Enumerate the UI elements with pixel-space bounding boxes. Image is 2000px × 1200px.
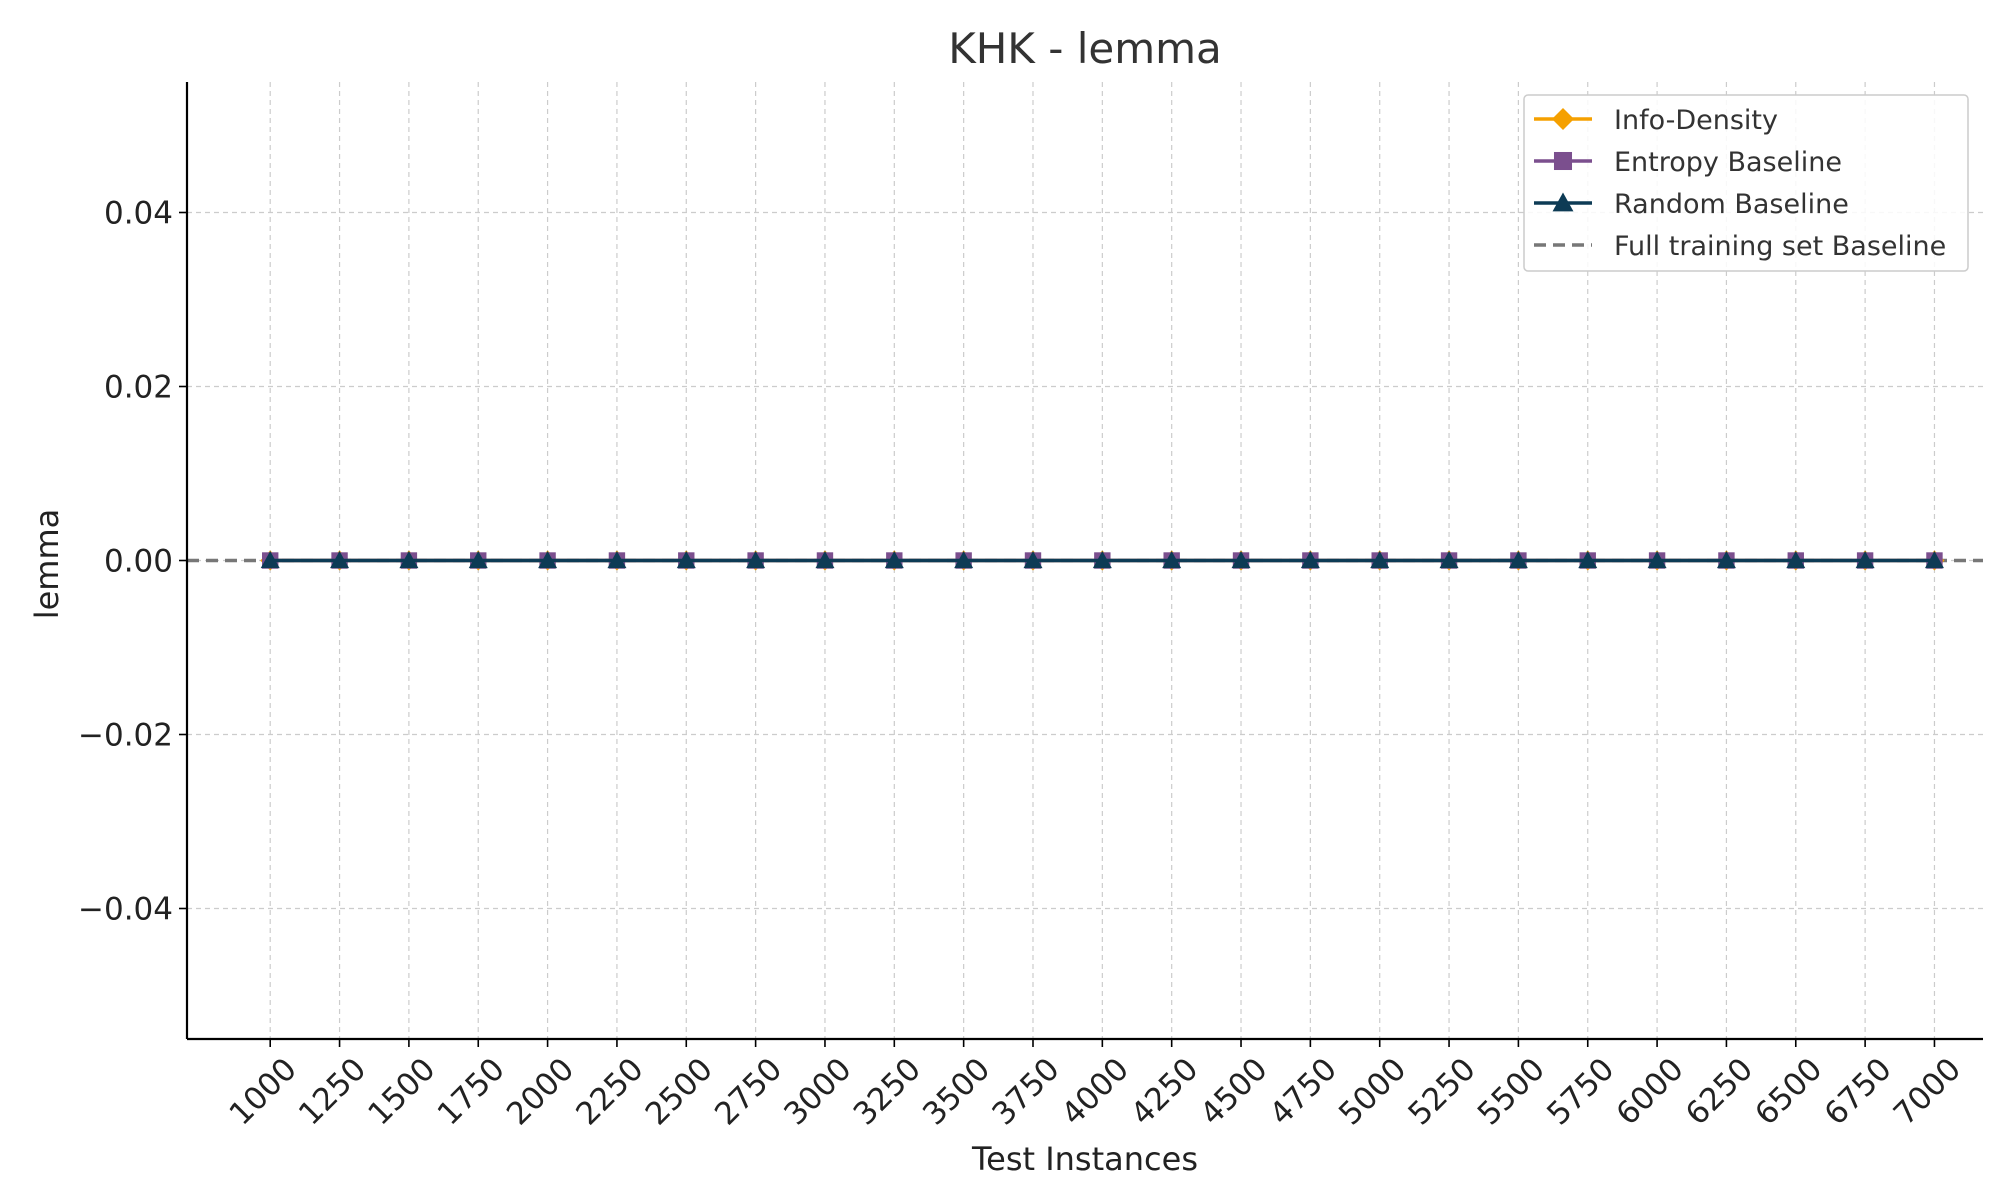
random-baseline-point bbox=[1162, 551, 1182, 569]
x-tick-label: 2500 bbox=[639, 1051, 720, 1132]
x-tick-label: 4500 bbox=[1193, 1051, 1274, 1132]
x-ticks: 1000125015001750200022502500275030003250… bbox=[223, 1039, 1968, 1132]
random-baseline-point bbox=[260, 551, 280, 569]
x-tick-label: 3250 bbox=[847, 1051, 928, 1132]
random-baseline-point bbox=[884, 551, 904, 569]
legend-marker bbox=[1552, 192, 1574, 212]
random-baseline-point bbox=[1370, 551, 1390, 569]
legend-item-info-density: Info-Density bbox=[1534, 105, 1778, 136]
chart-title: KHK - lemma bbox=[948, 24, 1222, 73]
legend-label: Info-Density bbox=[1614, 105, 1778, 136]
series-layer bbox=[260, 550, 1945, 571]
x-tick-label: 6250 bbox=[1679, 1051, 1760, 1132]
y-tick-label: 0.02 bbox=[104, 370, 173, 406]
x-tick-label: 7000 bbox=[1887, 1051, 1968, 1132]
x-tick-label: 4750 bbox=[1263, 1051, 1344, 1132]
y-axis-label: lemma bbox=[28, 509, 66, 620]
x-tick-label: 2750 bbox=[708, 1051, 789, 1132]
legend-marker bbox=[1553, 151, 1573, 171]
x-tick-label: 2000 bbox=[500, 1051, 581, 1132]
x-tick-label: 1250 bbox=[292, 1051, 373, 1132]
random-baseline-point bbox=[1716, 551, 1736, 569]
x-tick-label: 1500 bbox=[361, 1051, 442, 1132]
random-baseline-point bbox=[1924, 551, 1944, 569]
random-baseline-point bbox=[330, 551, 350, 569]
x-tick-label: 3500 bbox=[916, 1051, 997, 1132]
legend-label: Entropy Baseline bbox=[1614, 147, 1842, 178]
x-tick-label: 4250 bbox=[1124, 1051, 1205, 1132]
random-baseline-point bbox=[1300, 551, 1320, 569]
y-ticks: −0.04 −0.02 0.00 0.02 0.04 bbox=[78, 196, 187, 928]
random-baseline-point bbox=[1439, 551, 1459, 569]
random-baseline-point bbox=[1231, 551, 1251, 569]
legend: Info-Density Entropy Baseline Random Basel… bbox=[1523, 94, 1969, 272]
x-tick-label: 6750 bbox=[1818, 1051, 1899, 1132]
x-tick-label: 5250 bbox=[1401, 1051, 1482, 1132]
legend-item-full-training-set-baseline: Full training set Baseline bbox=[1534, 231, 1946, 262]
x-tick-label: 6000 bbox=[1609, 1051, 1690, 1132]
random-baseline-point bbox=[538, 551, 558, 569]
random-baseline-point bbox=[676, 551, 696, 569]
random-baseline-point bbox=[954, 551, 974, 569]
random-baseline-point bbox=[1578, 551, 1598, 569]
random-baseline-point bbox=[1092, 551, 1112, 569]
random-baseline-point bbox=[1647, 551, 1667, 569]
x-tick-label: 3000 bbox=[777, 1051, 858, 1132]
legend-item-entropy-baseline: Entropy Baseline bbox=[1534, 147, 1842, 178]
random-baseline-point bbox=[1786, 551, 1806, 569]
legend-item-random-baseline: Random Baseline bbox=[1534, 189, 1849, 220]
legend-label: Random Baseline bbox=[1614, 189, 1849, 220]
x-tick-label: 3750 bbox=[985, 1051, 1066, 1132]
y-tick-label: 0.00 bbox=[104, 544, 173, 580]
legend-label: Full training set Baseline bbox=[1614, 231, 1946, 262]
series-random-baseline bbox=[260, 551, 1944, 569]
x-tick-label: 1000 bbox=[223, 1051, 304, 1132]
x-tick-label: 4000 bbox=[1055, 1051, 1136, 1132]
x-axis-label: Test Instances bbox=[971, 1140, 1198, 1178]
x-tick-label: 5500 bbox=[1471, 1051, 1552, 1132]
x-tick-label: 5000 bbox=[1332, 1051, 1413, 1132]
x-tick-label: 2250 bbox=[569, 1051, 650, 1132]
x-tick-label: 1750 bbox=[431, 1051, 512, 1132]
y-tick-label: −0.02 bbox=[78, 718, 173, 754]
random-baseline-point bbox=[815, 551, 835, 569]
x-tick-label: 5750 bbox=[1540, 1051, 1621, 1132]
random-baseline-point bbox=[1508, 551, 1528, 569]
y-tick-label: 0.04 bbox=[104, 196, 173, 232]
random-baseline-point bbox=[399, 551, 419, 569]
random-baseline-point bbox=[1855, 551, 1875, 569]
legend-frame bbox=[1523, 94, 1969, 272]
y-tick-label: −0.04 bbox=[78, 892, 173, 928]
legend-marker bbox=[1552, 108, 1574, 130]
random-baseline-point bbox=[1023, 551, 1043, 569]
x-tick-label: 6500 bbox=[1748, 1051, 1829, 1132]
random-baseline-point bbox=[746, 551, 766, 569]
random-baseline-point bbox=[468, 551, 488, 569]
random-baseline-point bbox=[607, 551, 627, 569]
